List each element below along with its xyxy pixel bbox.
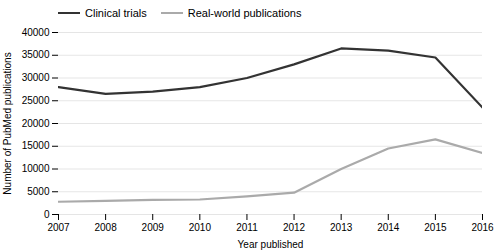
svg-text:35000: 35000 [22,49,50,60]
svg-text:25000: 25000 [22,95,50,106]
svg-text:20000: 20000 [22,118,50,129]
svg-text:2011: 2011 [236,222,258,233]
svg-text:0: 0 [44,209,50,220]
svg-text:Number of PubMed publications: Number of PubMed publications [2,52,13,194]
svg-text:15000: 15000 [22,140,50,151]
svg-text:10000: 10000 [22,163,50,174]
svg-text:2015: 2015 [424,222,447,233]
svg-text:2013: 2013 [330,222,353,233]
svg-text:5000: 5000 [27,186,50,197]
svg-text:2016: 2016 [471,222,494,233]
svg-text:40000: 40000 [22,27,50,38]
html-text:Real-world publications: Real-world publications [187,7,302,19]
svg-text:2007: 2007 [47,222,70,233]
svg-text:Year published: Year published [238,239,304,250]
svg-text:2008: 2008 [94,222,117,233]
svg-text:2010: 2010 [189,222,212,233]
svg-text:30000: 30000 [22,72,50,83]
html-text:Clinical trials: Clinical trials [85,7,147,19]
svg-text:2012: 2012 [283,222,306,233]
svg-text:2009: 2009 [142,222,165,233]
svg-text:2014: 2014 [377,222,400,233]
